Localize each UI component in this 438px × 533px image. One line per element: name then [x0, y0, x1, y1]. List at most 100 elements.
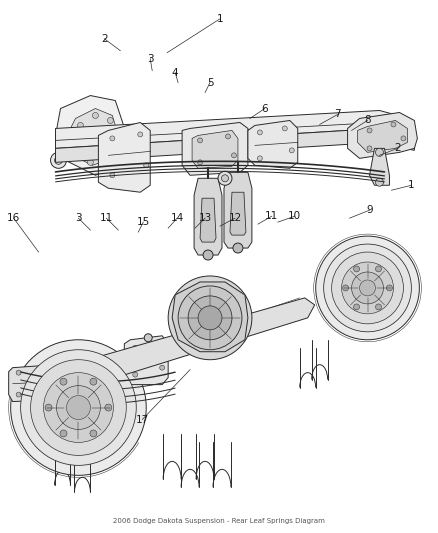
Circle shape: [375, 266, 381, 272]
Text: 11: 11: [100, 213, 113, 223]
Circle shape: [386, 285, 392, 291]
Polygon shape: [224, 172, 252, 248]
Circle shape: [144, 334, 152, 342]
Circle shape: [57, 385, 100, 430]
Circle shape: [88, 159, 93, 165]
Text: 13: 13: [198, 213, 212, 223]
Polygon shape: [200, 198, 216, 242]
Circle shape: [375, 178, 384, 186]
Polygon shape: [99, 123, 150, 192]
Text: 6: 6: [261, 103, 268, 114]
Circle shape: [50, 152, 67, 168]
Text: 16: 16: [7, 213, 20, 223]
Polygon shape: [66, 109, 118, 165]
Circle shape: [360, 280, 375, 296]
Text: 2006 Dodge Dakota Suspension - Rear Leaf Springs Diagram: 2006 Dodge Dakota Suspension - Rear Leaf…: [113, 518, 325, 524]
Polygon shape: [192, 131, 238, 168]
Circle shape: [64, 135, 70, 141]
Circle shape: [60, 378, 67, 385]
Circle shape: [155, 341, 161, 346]
Circle shape: [168, 276, 252, 360]
Circle shape: [43, 373, 113, 442]
Circle shape: [45, 404, 52, 411]
Circle shape: [50, 385, 55, 390]
Polygon shape: [172, 282, 248, 352]
Circle shape: [110, 173, 115, 178]
Polygon shape: [357, 120, 407, 152]
Circle shape: [18, 377, 28, 386]
Circle shape: [226, 134, 230, 139]
Polygon shape: [56, 95, 125, 175]
Text: 15: 15: [137, 217, 150, 227]
Circle shape: [375, 148, 384, 156]
Polygon shape: [230, 192, 246, 235]
Circle shape: [198, 138, 202, 143]
Circle shape: [144, 163, 149, 168]
Circle shape: [203, 250, 213, 260]
Circle shape: [391, 122, 396, 127]
Circle shape: [90, 430, 97, 437]
Text: 3: 3: [147, 54, 154, 63]
Circle shape: [343, 285, 349, 291]
Text: 17: 17: [136, 415, 149, 424]
Circle shape: [401, 136, 406, 141]
Circle shape: [133, 372, 138, 377]
Polygon shape: [28, 298, 314, 401]
Text: 1: 1: [217, 14, 223, 24]
Circle shape: [31, 360, 126, 455]
Circle shape: [352, 272, 384, 304]
Circle shape: [258, 156, 262, 161]
Circle shape: [198, 306, 222, 330]
Polygon shape: [182, 123, 248, 175]
Circle shape: [71, 148, 77, 154]
Circle shape: [353, 266, 360, 272]
Circle shape: [78, 123, 83, 128]
Circle shape: [218, 171, 232, 185]
Circle shape: [60, 430, 67, 437]
Circle shape: [258, 130, 262, 135]
Polygon shape: [56, 128, 414, 163]
Circle shape: [231, 153, 237, 158]
Circle shape: [283, 126, 287, 131]
Circle shape: [367, 146, 372, 151]
Circle shape: [198, 160, 202, 165]
Circle shape: [160, 365, 165, 370]
Circle shape: [133, 345, 138, 350]
Circle shape: [21, 350, 136, 465]
Polygon shape: [194, 178, 222, 255]
Text: 5: 5: [207, 78, 213, 87]
Circle shape: [92, 112, 99, 118]
Text: 11: 11: [265, 211, 279, 221]
Text: 1: 1: [408, 180, 415, 190]
Circle shape: [332, 252, 403, 324]
Text: 12: 12: [228, 213, 242, 223]
Text: 14: 14: [170, 213, 184, 223]
Circle shape: [316, 236, 419, 340]
Polygon shape: [348, 112, 417, 158]
Text: 3: 3: [75, 213, 82, 223]
Circle shape: [112, 138, 118, 143]
Polygon shape: [370, 148, 389, 185]
Text: 10: 10: [288, 211, 301, 221]
Text: 8: 8: [364, 116, 371, 125]
Circle shape: [367, 128, 372, 133]
Circle shape: [289, 148, 294, 153]
Circle shape: [324, 244, 411, 332]
Circle shape: [16, 392, 21, 397]
Polygon shape: [9, 365, 60, 401]
Circle shape: [67, 395, 90, 419]
Circle shape: [13, 372, 32, 392]
Circle shape: [233, 243, 243, 253]
Circle shape: [16, 370, 21, 375]
Circle shape: [110, 136, 115, 141]
Circle shape: [54, 156, 63, 164]
Text: 2: 2: [101, 34, 108, 44]
Text: 7: 7: [334, 109, 341, 119]
Polygon shape: [124, 336, 168, 385]
Circle shape: [46, 367, 51, 372]
Circle shape: [178, 286, 242, 350]
Circle shape: [107, 117, 113, 124]
Circle shape: [90, 378, 97, 385]
Circle shape: [188, 296, 232, 340]
Circle shape: [11, 340, 146, 475]
